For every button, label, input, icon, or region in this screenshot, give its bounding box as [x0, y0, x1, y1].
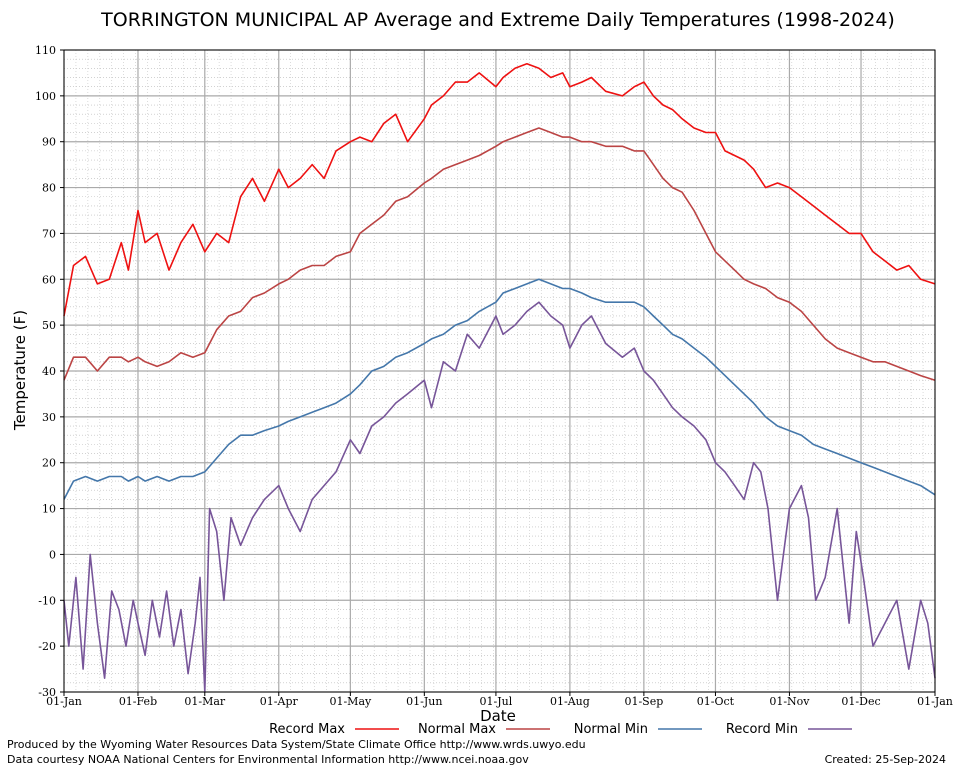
series-line-record-max: [63, 62, 936, 317]
x-tick-label: 01-Jul: [480, 695, 513, 708]
x-tick-label: 01-Aug: [550, 695, 590, 708]
y-tick-label: 10: [42, 503, 56, 516]
y-tick-label: 70: [42, 227, 56, 240]
x-tick-label: 01-Nov: [769, 695, 810, 708]
y-tick-label: 110: [35, 44, 56, 57]
y-tick-label: 80: [42, 182, 56, 195]
footer-created-date: Created: 25-Sep-2024: [824, 753, 946, 766]
x-tick-label: 01-Jan: [46, 695, 82, 708]
legend: Record Max Normal Max Normal Min Record Min: [269, 722, 852, 737]
legend-label: Record Min: [726, 722, 798, 737]
y-tick-label: 20: [42, 457, 56, 470]
y-tick-label: 90: [42, 136, 56, 149]
y-tick-label: 50: [42, 319, 56, 332]
legend-label: Normal Min: [574, 722, 648, 737]
x-tick-label: 01-Feb: [119, 695, 157, 708]
y-tick-label: 60: [42, 273, 56, 286]
y-tick-label: 40: [42, 365, 56, 378]
x-tick-label: 01-May: [329, 695, 372, 708]
series-layer: [63, 62, 936, 693]
y-tick-label: -30: [38, 686, 56, 699]
footer-producer: Produced by the Wyoming Water Resources …: [7, 738, 586, 751]
footer-data-source: Data courtesy NOAA National Centers for …: [7, 753, 529, 766]
series-line-normal-min: [63, 278, 936, 500]
x-tick-label: 01-Jun: [406, 695, 442, 708]
x-tick-label: 01-Jan: [917, 695, 953, 708]
x-tick-label: 01-Oct: [697, 695, 735, 708]
chart-title: TORRINGTON MUNICIPAL AP Average and Extr…: [100, 9, 895, 31]
series-line-normal-max: [63, 127, 936, 381]
x-tick-label: 01-Dec: [841, 695, 880, 708]
series-line-record-min: [63, 301, 936, 693]
legend-label: Normal Max: [418, 722, 496, 737]
y-axis-label: Temperature (F): [11, 310, 29, 431]
x-axis-label: Date: [480, 707, 516, 725]
y-tick-label: -10: [38, 594, 56, 607]
y-axis-ticks: -30 -20 -10 0 10 20 30 40 50 60 70 80 90 100 110: [35, 44, 64, 699]
x-tick-label: 01-Mar: [184, 695, 226, 708]
y-tick-label: 100: [35, 90, 56, 103]
y-tick-label: 30: [42, 411, 56, 424]
x-tick-label: 01-Sep: [624, 695, 663, 708]
legend-label: Record Max: [269, 722, 345, 737]
y-tick-label: -20: [38, 640, 56, 653]
y-tick-label: 0: [49, 548, 56, 561]
x-tick-label: 01-Apr: [260, 695, 299, 708]
grid: [63, 49, 936, 693]
x-axis-ticks: 01-Jan 01-Feb 01-Mar 01-Apr 01-May 01-Jun 01-J…: [46, 692, 953, 708]
